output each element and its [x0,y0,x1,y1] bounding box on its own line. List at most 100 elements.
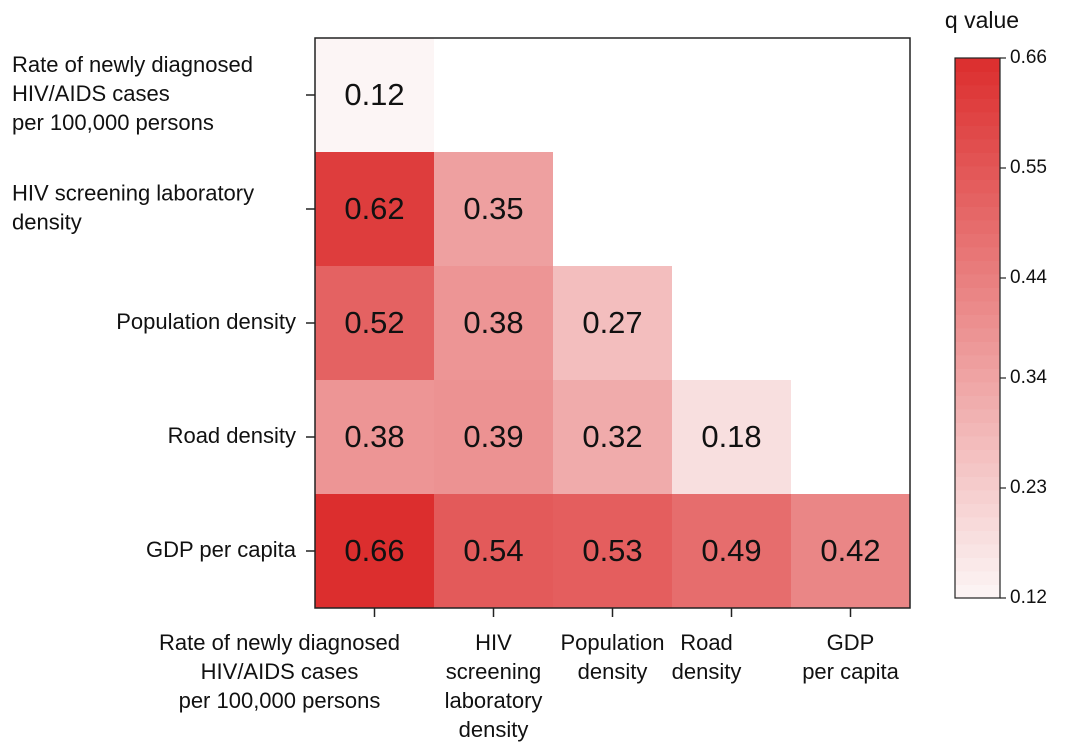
cell-label: 0.62 [344,191,404,226]
y-tick-label: Road density [168,423,296,448]
colorbar-segment [955,152,1000,167]
y-tick-label: HIV screening laboratory [12,180,254,205]
cell-label: 0.38 [463,305,523,340]
heatmap-cell [434,266,553,380]
colorbar-segment [955,125,1000,140]
colorbar-segment [955,530,1000,545]
heatmap-cell [315,152,434,266]
colorbar-frame [954,57,1001,599]
x-tick-label: Road [680,630,733,655]
x-tick-label: HIV/AIDS cases [201,659,359,684]
y-tick-label: per 100,000 persons [12,110,214,135]
x-tick-label: laboratory [445,688,543,713]
x-tick-label: density [578,659,648,684]
colorbar-segment [955,449,1000,464]
colorbar-segment [955,220,1000,234]
colorbar-segment [955,98,1000,113]
heatmap-cell [434,494,553,608]
x-tick-label: per 100,000 persons [179,688,381,713]
cell-label: 0.42 [820,533,880,568]
x-tick-label: per capita [802,659,899,684]
heatmap-cell [315,38,434,152]
colorbar-segment [955,233,1000,248]
cell-label: 0.54 [463,533,523,568]
cell-label: 0.66 [344,533,404,568]
y-tick-label: Population density [116,309,296,334]
colorbar-segment [955,476,1000,491]
x-tick-label: HIV [475,630,512,655]
colorbar-segment [955,422,1000,437]
colorbar-segment [955,58,1000,72]
heatmap-cell [553,494,672,608]
colorbar-segment [955,436,1000,450]
heatmap-cell [315,494,434,608]
heatmap-cell [672,380,791,494]
y-tick-label: GDP per capita [146,537,297,562]
colorbar-segment [955,179,1000,194]
y-tick-label: Rate of newly diagnosed [12,52,253,77]
colorbar-tick-label: 0.44 [1010,267,1047,288]
x-tick-label: Rate of newly diagnosed [159,630,400,655]
colorbar-tick-label: 0.55 [1010,157,1047,178]
cell-label: 0.38 [344,419,404,454]
colorbar-segment [955,85,1000,99]
cell-label: 0.27 [582,305,642,340]
colorbar-segment [955,355,1000,369]
y-tick-label: HIV/AIDS cases [12,81,170,106]
colorbar-segment [955,274,1000,288]
cell-label: 0.18 [701,419,761,454]
cell-label: 0.35 [463,191,523,226]
colorbar-segment [955,584,1000,599]
y-tick-label: density [12,209,82,234]
heatmap-cell [434,380,553,494]
colorbar-segment [955,544,1000,558]
heatmap-cell [553,380,672,494]
colorbar-segment [955,490,1000,504]
colorbar-segment [955,247,1000,261]
heatmap-cell [791,494,910,608]
heatmap-cell [315,380,434,494]
cell-label: 0.53 [582,533,642,568]
colorbar-tick-label: 0.12 [1010,587,1047,608]
colorbar-tick-label: 0.23 [1010,477,1047,498]
colorbar-segment [955,557,1000,572]
x-tick-label: density [459,717,529,742]
colorbar-tick-label: 0.34 [1010,367,1047,388]
colorbar-segment [955,206,1000,221]
colorbar-tick-label: 0.66 [1010,47,1047,68]
heatmap-cell [434,152,553,266]
colorbar-segment [955,139,1000,153]
colorbar-segment [955,571,1000,585]
colorbar-segment [955,112,1000,126]
cell-label: 0.39 [463,419,523,454]
heatmap-cell [672,494,791,608]
x-tick-label: Population [561,630,665,655]
colorbar-segment [955,166,1000,180]
colorbar-segment [955,382,1000,396]
cell-label: 0.32 [582,419,642,454]
colorbar-segment [955,287,1000,302]
colorbar-segment [955,328,1000,342]
colorbar-segment [955,314,1000,329]
colorbar-segment [955,517,1000,531]
colorbar-segment [955,260,1000,275]
cell-label: 0.49 [701,533,761,568]
colorbar-segment [955,395,1000,410]
cell-label: 0.52 [344,305,404,340]
x-tick-label: density [672,659,742,684]
colorbar-segment [955,463,1000,477]
colorbar-title: q value [945,7,1019,33]
heatmap-cell [315,266,434,380]
colorbar-segment [955,71,1000,86]
colorbar-segment [955,193,1000,207]
colorbar-segment [955,368,1000,383]
heatmap-cell [553,266,672,380]
colorbar-segment [955,503,1000,518]
colorbar-segment [955,301,1000,315]
x-tick-label: GDP [827,630,875,655]
cell-label: 0.12 [344,77,404,112]
colorbar-segment [955,409,1000,423]
colorbar-segment [955,341,1000,356]
x-tick-label: screening [446,659,541,684]
